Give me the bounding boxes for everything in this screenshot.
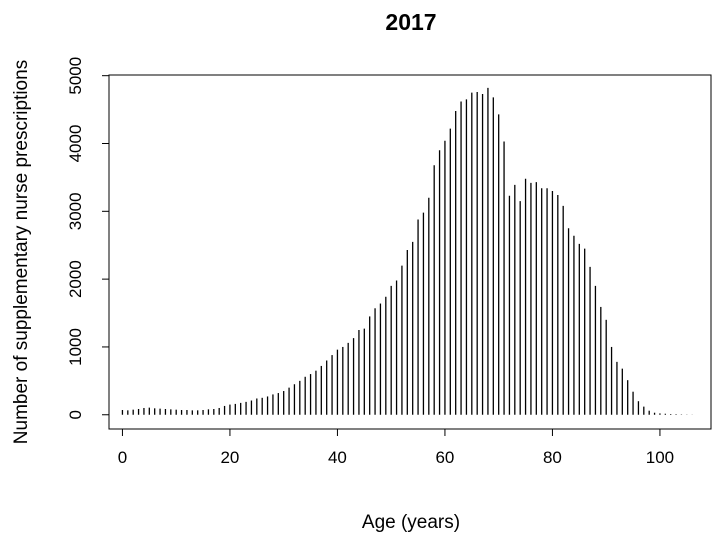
y-axis: 0 1000 2000 3000 4000 5000 — [66, 57, 110, 419]
x-tick-label: 100 — [646, 448, 674, 467]
y-tick-label: 5000 — [66, 57, 85, 95]
y-axis-label: Number of supplementary nurse prescripti… — [11, 60, 32, 444]
x-axis-label: Age (years) — [362, 512, 460, 533]
bars — [121, 87, 693, 415]
plot-frame — [108, 74, 712, 430]
y-tick-label: 2000 — [66, 260, 85, 298]
y-tick-label: 0 — [66, 410, 85, 419]
y-tick-label: 3000 — [66, 192, 85, 230]
x-axis: 0 20 40 60 80 100 — [118, 428, 674, 467]
x-tick-label: 20 — [220, 448, 239, 467]
chart-title: 2017 — [385, 9, 436, 35]
y-tick-label: 4000 — [66, 125, 85, 163]
x-tick-label: 80 — [543, 448, 562, 467]
x-tick-label: 60 — [435, 448, 454, 467]
x-tick-label: 0 — [118, 448, 127, 467]
x-tick-label: 40 — [328, 448, 347, 467]
y-tick-label: 1000 — [66, 328, 85, 366]
